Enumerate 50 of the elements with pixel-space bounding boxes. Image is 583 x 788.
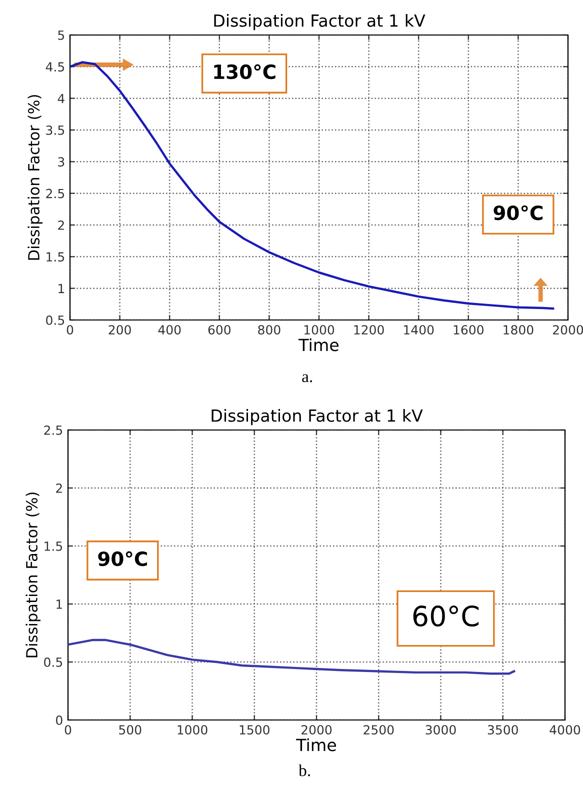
y-tick-label: 1.5 bbox=[44, 542, 62, 551]
y-tick-label: 4 bbox=[58, 94, 64, 104]
x-tick-label: 0 bbox=[64, 725, 72, 735]
y-tick-label: 2.5 bbox=[46, 188, 64, 198]
annotation: 130°C bbox=[214, 64, 276, 80]
x-tick-label: 600 bbox=[208, 325, 230, 335]
x-tick-label: 1400 bbox=[404, 325, 434, 335]
annotation: 60°C bbox=[413, 606, 479, 627]
y-tick-label: 2.5 bbox=[44, 425, 62, 435]
line-series bbox=[68, 638, 516, 675]
y-tick-label: 0 bbox=[56, 715, 62, 725]
y-tick-label: 1.5 bbox=[46, 252, 64, 262]
x-tick-label: 3000 bbox=[426, 725, 456, 735]
x-tick-label: 3500 bbox=[488, 725, 518, 735]
x-tick-label: 500 bbox=[119, 725, 142, 735]
x-tick-label: 1000 bbox=[304, 325, 334, 335]
line-series bbox=[70, 61, 554, 310]
y-tick-label: 1 bbox=[56, 600, 62, 609]
x-tick-label: 1500 bbox=[240, 725, 270, 735]
y-axis-title: Dissipation Factor (%) bbox=[28, 95, 42, 260]
x-tick-label: 4000 bbox=[550, 725, 580, 735]
y-tick-label: 3 bbox=[58, 157, 64, 167]
text: a. bbox=[302, 374, 312, 382]
x-tick-label: 400 bbox=[158, 325, 181, 335]
x-tick-label: 1200 bbox=[354, 325, 384, 335]
y-tick-label: 0.5 bbox=[44, 657, 62, 667]
annotation: 90°C bbox=[98, 551, 147, 566]
x-tick-label: 0 bbox=[66, 325, 74, 335]
x-tick-label: 2500 bbox=[364, 725, 394, 735]
x-axis-title: Time bbox=[298, 338, 339, 352]
x-tick-label: 1800 bbox=[504, 325, 534, 335]
x-axis-title: Time bbox=[296, 738, 336, 752]
annotation: 90°C bbox=[494, 205, 542, 220]
text: b. bbox=[298, 764, 310, 776]
x-tick-label: 2000 bbox=[302, 725, 332, 735]
x-tick-label: 200 bbox=[108, 325, 131, 335]
y-tick-label: 4.5 bbox=[46, 62, 64, 72]
x-tick-label: 2000 bbox=[553, 325, 583, 335]
y-tick-label: 1 bbox=[58, 284, 64, 294]
y-axis-title: Dissipation Factor (%) bbox=[26, 492, 40, 658]
x-tick-label: 1600 bbox=[454, 325, 484, 335]
y-tick-label: 0.5 bbox=[46, 315, 64, 325]
y-tick-label: 2 bbox=[58, 220, 64, 230]
y-tick-label: 2 bbox=[56, 483, 62, 493]
x-tick-label: 800 bbox=[258, 325, 280, 335]
x-tick-label: 1000 bbox=[178, 725, 208, 735]
chart-title: Dissipation Factor at 1 kV bbox=[214, 14, 426, 30]
y-tick-label: 3.5 bbox=[46, 125, 64, 135]
chart-title: Dissipation Factor at 1 kV bbox=[212, 409, 423, 426]
y-tick-label: 5 bbox=[58, 30, 64, 40]
